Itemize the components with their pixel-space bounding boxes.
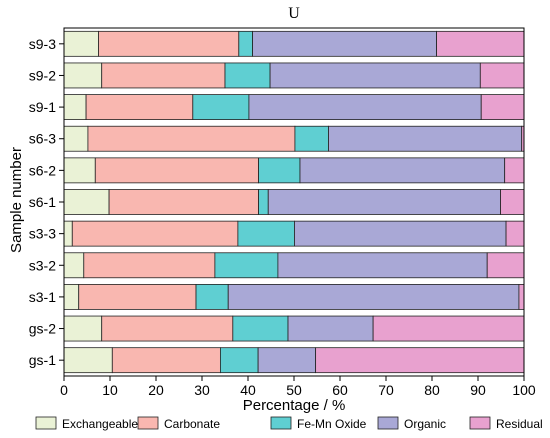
x-tick-label: 40	[240, 382, 256, 398]
x-tick-label: 50	[286, 382, 302, 398]
bar-s3-3-exchangeable	[63, 220, 73, 247]
bar-s3-1-exchangeable	[63, 284, 80, 310]
legend-label: Organic	[404, 417, 446, 431]
y-tick-label: s3-3	[29, 226, 56, 242]
bar-gs-1-exchangeable	[63, 347, 113, 374]
bar-s6-1-fe-mn-oxide	[258, 189, 269, 215]
legend-label: Carbonate	[164, 417, 220, 431]
bar-s6-3-fe-mn-oxide	[294, 125, 329, 152]
bar-s3-2-fe-mn-oxide	[214, 252, 279, 279]
bar-s9-3-exchangeable	[63, 30, 99, 57]
bar-s6-2-carbonate	[94, 157, 259, 184]
bar-s9-3-residual	[436, 30, 525, 57]
legend-swatch	[35, 416, 57, 430]
y-tick-label: s6-1	[29, 194, 56, 210]
bar-s9-2-carbonate	[101, 62, 226, 89]
y-tick-label: s9-1	[29, 99, 56, 115]
x-tick-label: 0	[60, 382, 68, 398]
bar-s3-2-organic	[277, 252, 488, 279]
bar-gs-1-fe-mn-oxide	[219, 347, 259, 374]
x-tick-label: 100	[512, 382, 536, 398]
legend-label: Residual	[496, 417, 543, 431]
y-tick-label: s3-1	[29, 289, 56, 305]
bar-s9-2-organic	[269, 62, 481, 89]
y-tick-label: gs-1	[29, 352, 56, 368]
bar-gs-2-fe-mn-oxide	[232, 315, 289, 342]
x-tick-label: 60	[332, 382, 348, 398]
bar-s6-3-exchangeable	[63, 125, 89, 152]
bar-s9-1-exchangeable	[63, 94, 87, 120]
bar-s9-1-carbonate	[85, 94, 194, 120]
x-tick-label: 10	[102, 382, 118, 398]
legend-swatch	[270, 416, 292, 430]
bar-gs-2-exchangeable	[63, 315, 103, 342]
bar-s9-1-residual	[480, 94, 525, 120]
bar-s3-3-organic	[294, 220, 507, 247]
bar-s9-3-fe-mn-oxide	[238, 30, 254, 57]
bar-s9-2-residual	[479, 62, 525, 89]
legend-swatch	[377, 416, 399, 430]
bar-s6-2-residual	[504, 157, 525, 184]
bar-gs-1-carbonate	[111, 347, 221, 374]
bar-gs-1-residual	[315, 347, 525, 374]
bar-s3-3-carbonate	[71, 220, 239, 247]
bar-s3-1-carbonate	[78, 284, 197, 310]
bar-s6-1-residual	[500, 189, 525, 215]
x-axis: 0 10 20 30 40 50 60 70 80 90 100	[60, 376, 536, 398]
bar-gs-2-organic	[287, 315, 374, 342]
bar-s6-1-exchangeable	[63, 189, 110, 215]
bars-group	[63, 30, 525, 374]
bar-s6-3-carbonate	[87, 125, 296, 152]
chart-title: U	[288, 5, 300, 22]
bar-s3-2-residual	[486, 252, 525, 279]
x-tick-label: 20	[148, 382, 164, 398]
bar-s3-1-residual	[518, 284, 525, 310]
bar-gs-2-residual	[372, 315, 525, 342]
y-tick-label: s9-3	[29, 36, 56, 52]
bar-gs-2-carbonate	[101, 315, 234, 342]
bar-s6-1-organic	[267, 189, 501, 215]
y-axis-title: Sample number	[8, 147, 25, 253]
x-tick-label: 70	[378, 382, 394, 398]
y-tick-label: s3-2	[29, 257, 56, 273]
bar-s3-3-fe-mn-oxide	[237, 220, 295, 247]
bar-s9-3-carbonate	[98, 30, 240, 57]
bar-s9-1-organic	[248, 94, 482, 120]
bar-s6-2-exchangeable	[63, 157, 96, 184]
bar-s9-1-fe-mn-oxide	[192, 94, 250, 120]
y-tick-label: gs-2	[29, 321, 56, 337]
legend-label: Fe-Mn Oxide	[297, 417, 367, 431]
legend-swatch	[137, 416, 159, 430]
y-tick-label: s6-3	[29, 131, 56, 147]
bar-s9-2-fe-mn-oxide	[224, 62, 271, 89]
bar-s3-3-residual	[505, 220, 525, 247]
bar-s9-3-organic	[252, 30, 438, 57]
bar-s6-3-organic	[328, 125, 523, 152]
bar-s6-2-fe-mn-oxide	[258, 157, 301, 184]
x-tick-label: 90	[470, 382, 486, 398]
bar-s3-2-exchangeable	[63, 252, 85, 279]
y-axis: s9-3 s9-2 s9-1 s6-3 s6-2 s6-1 s3-3 s3-2 s3-1 gs-2…	[29, 36, 64, 368]
bar-s6-2-organic	[299, 157, 506, 184]
y-tick-label: s6-2	[29, 162, 56, 178]
legend-label: Exchangeable	[62, 417, 138, 431]
x-axis-title: Percentage / %	[243, 397, 346, 414]
bar-s3-1-fe-mn-oxide	[195, 284, 229, 310]
x-tick-label: 80	[424, 382, 440, 398]
bar-s6-1-carbonate	[108, 189, 259, 215]
bar-gs-1-organic	[257, 347, 317, 374]
bar-s9-2-exchangeable	[63, 62, 103, 89]
x-tick-label: 30	[194, 382, 210, 398]
legend-swatch	[469, 416, 491, 430]
bar-s3-2-carbonate	[83, 252, 216, 279]
y-tick-label: s9-2	[29, 67, 56, 83]
bar-s3-1-organic	[227, 284, 520, 310]
legend: Exchangeable Carbonate Fe-Mn Oxide Organic R…	[35, 416, 543, 431]
